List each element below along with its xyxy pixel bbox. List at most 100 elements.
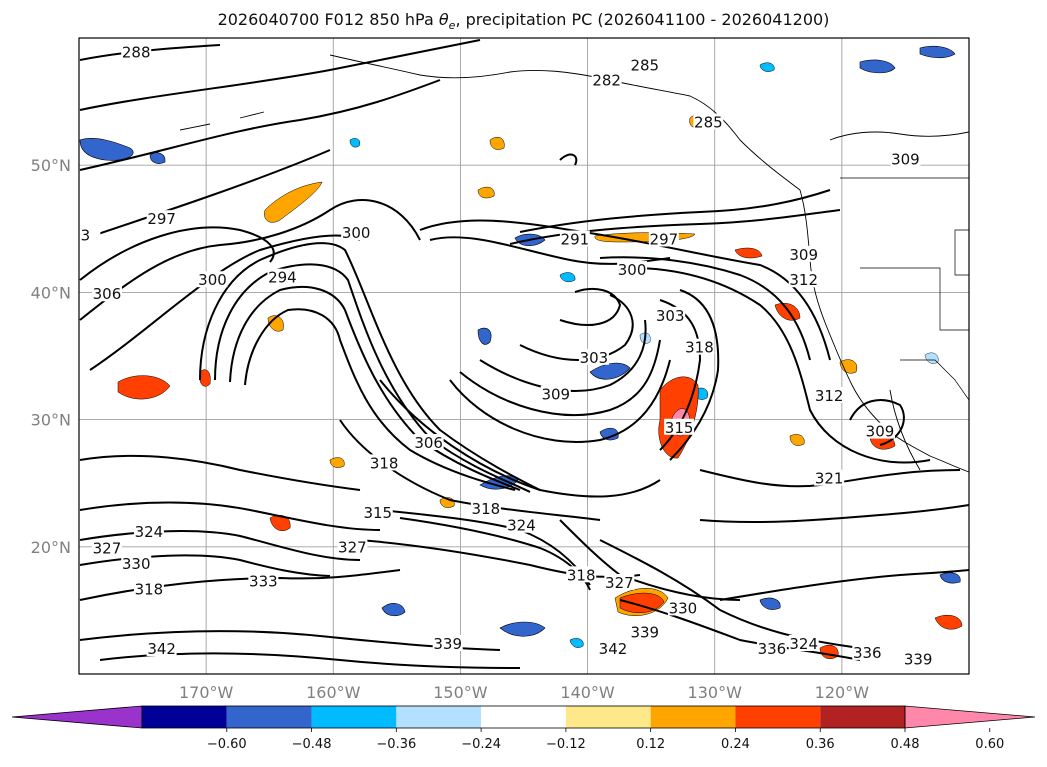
contour-label-mask bbox=[362, 504, 393, 520]
contour-label: 315 bbox=[363, 504, 392, 522]
lat-tick-label: 20°N bbox=[31, 538, 71, 557]
contour-label: 288 bbox=[122, 44, 151, 62]
contour-label-mask bbox=[91, 539, 122, 556]
contour-label: 333 bbox=[249, 573, 278, 591]
contour-label: 339 bbox=[433, 635, 462, 653]
contour-label-mask bbox=[91, 285, 122, 302]
contour-label: 318 bbox=[567, 566, 596, 584]
contour-label-mask bbox=[591, 71, 622, 88]
contour-label-mask bbox=[648, 230, 679, 247]
contour-label: 297 bbox=[650, 231, 679, 249]
contour-label-mask bbox=[566, 566, 597, 583]
colorbar-extend-max bbox=[904, 705, 1036, 729]
colorbar-tick-label: 0.12 bbox=[636, 737, 665, 752]
contour-label-mask bbox=[684, 338, 715, 355]
colorbar-segment bbox=[481, 706, 566, 728]
contour-label: 327 bbox=[338, 538, 367, 556]
contour-label-mask bbox=[248, 572, 279, 589]
contour-label-mask bbox=[814, 386, 845, 403]
map-title: 2026040700 F012 850 hPa θe, precipitatio… bbox=[0, 10, 1047, 32]
contour-label: 300 bbox=[342, 224, 371, 242]
colorbar-segment bbox=[396, 706, 482, 728]
contour-label-mask bbox=[540, 385, 571, 402]
contour-label-mask bbox=[267, 268, 298, 285]
precip-shading bbox=[79, 45, 963, 659]
contour-label: 291 bbox=[561, 231, 590, 249]
contour-label: 339 bbox=[630, 624, 659, 642]
lon-tick-label: 130°W bbox=[688, 683, 743, 702]
latitude-labels: 20°N 30°N 40°N 50°N bbox=[31, 156, 71, 557]
contour-label-mask bbox=[337, 538, 368, 555]
contour-label: 312 bbox=[789, 271, 818, 289]
map-frame bbox=[78, 37, 970, 675]
contour-label: 324 bbox=[135, 523, 164, 541]
contour-label-mask bbox=[146, 640, 177, 657]
contour-label-mask bbox=[655, 306, 686, 323]
contour-label: 303 bbox=[580, 349, 609, 367]
title-suffix: , precipitation PC (2026041100 - 2026041… bbox=[455, 10, 830, 29]
contour-label: 342 bbox=[599, 640, 628, 658]
contour-label-mask bbox=[146, 210, 177, 227]
contour-label: 309 bbox=[866, 423, 895, 441]
colorbar-tick-label: −0.48 bbox=[292, 737, 332, 752]
theta-subscript: e bbox=[448, 19, 456, 33]
contour-label: 285 bbox=[630, 56, 659, 74]
colorbar-segment bbox=[311, 706, 397, 728]
lon-tick-label: 160°W bbox=[306, 683, 361, 702]
coastlines bbox=[179, 54, 969, 473]
colorbar-segment bbox=[650, 706, 736, 728]
contour-label-mask bbox=[413, 434, 444, 451]
contour-label: 306 bbox=[93, 285, 122, 303]
contour-label: 297 bbox=[147, 210, 176, 228]
contour-label: 336 bbox=[853, 644, 882, 662]
contour-label: 309 bbox=[541, 386, 570, 404]
contour-label-mask bbox=[133, 580, 164, 597]
contour-label-mask bbox=[470, 500, 501, 517]
contour-label-mask bbox=[667, 599, 698, 616]
contour-label: 285 bbox=[694, 113, 723, 131]
colorbar-tick-label: 0.60 bbox=[975, 737, 1004, 752]
colorbar-segment bbox=[226, 706, 312, 728]
contour-label-mask bbox=[341, 224, 372, 241]
contour-label-mask bbox=[788, 271, 819, 288]
contour-label: 324 bbox=[789, 635, 818, 653]
colorbar-tick-label: 0.48 bbox=[891, 737, 920, 752]
contour-label: 339 bbox=[904, 650, 933, 668]
contour-label-mask bbox=[598, 640, 628, 657]
colorbar-extend-min bbox=[11, 705, 143, 729]
contour-label-mask bbox=[890, 150, 921, 167]
contour-label-mask bbox=[133, 523, 164, 540]
contour-label-mask bbox=[629, 623, 660, 640]
lon-tick-label: 120°W bbox=[815, 683, 870, 702]
lon-tick-label: 150°W bbox=[433, 683, 488, 702]
contour-label: 300 bbox=[618, 261, 647, 279]
contour-label-mask bbox=[559, 230, 590, 247]
contour-label-mask bbox=[197, 271, 228, 288]
contour-label-mask bbox=[79, 226, 101, 243]
colorbar-segment bbox=[565, 706, 651, 728]
contour-label: 330 bbox=[669, 599, 698, 617]
colorbar-tick-label: 0.24 bbox=[721, 737, 750, 752]
contour-label-mask bbox=[629, 56, 660, 73]
contour-label: 342 bbox=[147, 640, 176, 658]
colorbar-tick-label: −0.12 bbox=[546, 737, 586, 752]
colorbar-tick-label: 0.36 bbox=[806, 737, 835, 752]
contour-label: 330 bbox=[122, 555, 151, 573]
contour-label: 294 bbox=[268, 269, 297, 287]
contour-label-mask bbox=[578, 348, 609, 365]
contour-label-mask bbox=[852, 643, 883, 660]
contour-label: 318 bbox=[135, 580, 164, 598]
contour-label: 336 bbox=[758, 640, 787, 658]
contour-label: 312 bbox=[815, 387, 844, 405]
colorbar-frame bbox=[141, 705, 906, 729]
colorbar-segment bbox=[142, 706, 227, 728]
contour-label-mask bbox=[903, 650, 934, 667]
contour-label: 318 bbox=[472, 500, 501, 518]
graticule bbox=[79, 38, 969, 674]
contour-label: 303 bbox=[656, 307, 685, 325]
contour-label: 318 bbox=[685, 339, 714, 357]
contour-label: 327 bbox=[93, 540, 122, 558]
contour-label-mask bbox=[121, 43, 152, 60]
